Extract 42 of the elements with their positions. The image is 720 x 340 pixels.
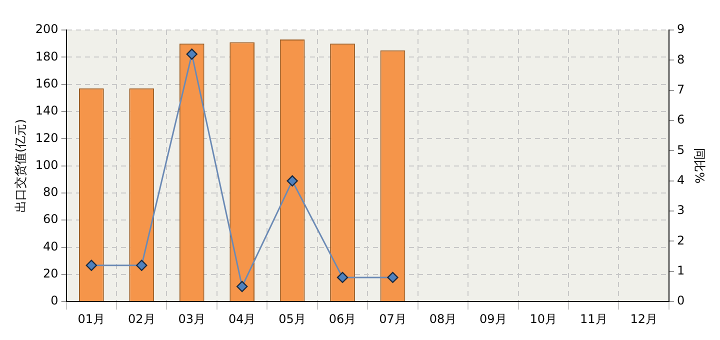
x-tick-label: 10月 bbox=[530, 312, 558, 326]
y2-tick-label: 4 bbox=[676, 173, 685, 188]
point bbox=[186, 48, 198, 60]
point bbox=[387, 272, 398, 284]
point bbox=[336, 272, 348, 284]
y-tick-label: 120 bbox=[35, 130, 58, 145]
y2-tick-label: 3 bbox=[676, 203, 685, 218]
x-tick-label: 05月 bbox=[278, 312, 306, 326]
x-tick-label: 12月 bbox=[630, 312, 658, 326]
point bbox=[286, 175, 298, 186]
x-tick-label: 08月 bbox=[429, 312, 457, 326]
x-tick-label: 09月 bbox=[480, 312, 507, 326]
y-tick-label: 60 bbox=[43, 212, 58, 226]
y2-tick-label: 1 bbox=[676, 264, 685, 278]
y-tick-label: 200 bbox=[35, 22, 58, 36]
x-tick-label: 11月 bbox=[580, 312, 608, 326]
y-tick-label: 100 bbox=[35, 158, 58, 172]
y2-tick-label: 7 bbox=[676, 82, 685, 96]
x-tick-label: 02月 bbox=[128, 312, 156, 326]
y-tick-label: 40 bbox=[43, 239, 58, 254]
x-tick-label: 01月 bbox=[78, 312, 106, 326]
x-tick-label: 03月 bbox=[178, 312, 206, 326]
y-tick-label: 80 bbox=[43, 185, 58, 200]
y2-tick-label: 8 bbox=[676, 52, 685, 66]
y-tick-label: 140 bbox=[35, 104, 58, 118]
y2-axis-title: 同比% bbox=[692, 148, 707, 184]
x-tick-label: 06月 bbox=[328, 312, 356, 326]
point bbox=[236, 280, 248, 292]
y-tick-label: 180 bbox=[35, 49, 58, 64]
point bbox=[86, 260, 98, 271]
y2-tick-label: 6 bbox=[676, 112, 685, 127]
y-axis-title: 出口交货值(亿元) bbox=[13, 119, 28, 212]
y2-tick-label: 0 bbox=[676, 294, 685, 308]
y-tick-label: 20 bbox=[43, 266, 58, 281]
x-tick-label: 07月 bbox=[379, 312, 406, 326]
x-tick-label: 04月 bbox=[228, 312, 256, 326]
y2-tick-label: 5 bbox=[676, 142, 685, 157]
y2-tick-label: 9 bbox=[676, 22, 685, 36]
y2-tick-label: 2 bbox=[676, 233, 685, 248]
y-tick-label: 0 bbox=[50, 294, 58, 308]
y-tick-label: 160 bbox=[35, 76, 58, 90]
point bbox=[136, 260, 148, 271]
